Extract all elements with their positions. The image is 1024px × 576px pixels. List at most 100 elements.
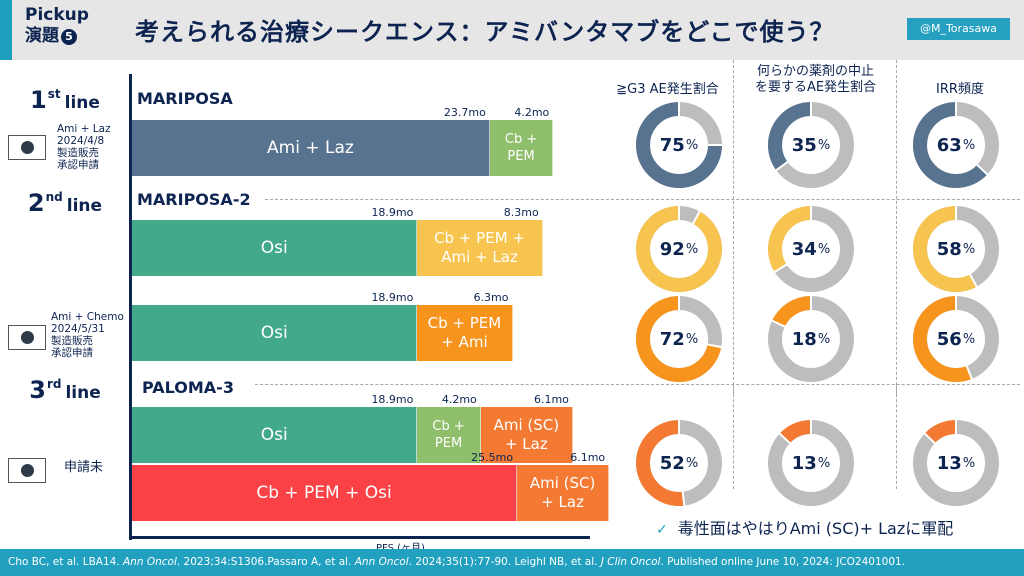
- bar-segment: Cb + PEM + Ami: [417, 305, 513, 361]
- bar-value-label: 18.9mo: [371, 291, 414, 304]
- column-divider: [733, 384, 734, 489]
- japan-flag-icon: [8, 458, 46, 483]
- donut-value-label: 92%: [659, 238, 699, 260]
- bar-segment: Osi: [132, 407, 418, 463]
- donut-chart: 72%: [636, 296, 722, 382]
- donut-value-label: 35%: [791, 134, 831, 156]
- exercise-label: 演題: [25, 26, 59, 46]
- header-accent-bar: [0, 0, 12, 60]
- donut-value-label: 34%: [791, 238, 831, 260]
- japan-flag-icon: [8, 325, 46, 350]
- approval-note-1: Ami + Laz 2024/4/8 製造販売 承認申請: [57, 123, 111, 171]
- donut-chart: 34%: [768, 206, 854, 292]
- approval-note-3: 申請未: [64, 460, 104, 475]
- donut-slice-divider: [770, 319, 787, 328]
- pickup-label: Pickup: [25, 5, 89, 25]
- donut-value-label: 52%: [659, 452, 699, 474]
- donut-value-label: 13%: [791, 452, 831, 474]
- bar-label: Ami (SC) + Laz: [529, 474, 596, 511]
- bar-label: Cb + PEM + Osi: [256, 482, 392, 503]
- donut-chart: 52%: [636, 420, 722, 506]
- bar-segment: Cb + PEM + Ami + Laz: [417, 220, 543, 276]
- conclusion-text: 毒性面はやはりAmi (SC)+ Lazに軍配: [677, 519, 954, 538]
- bar-label: Cb + PEM + Ami: [427, 314, 502, 351]
- bar-value-label: 6.3mo: [473, 291, 509, 304]
- donut-value-label: 58%: [936, 238, 976, 260]
- bar-label: Cb + PEM: [504, 132, 538, 164]
- donut-slice-divider: [778, 432, 792, 445]
- separator-line: [265, 199, 1020, 200]
- bar-value-label: 23.7mo: [443, 106, 486, 119]
- column-divider: [896, 384, 897, 489]
- column-header-irr: IRR頻度: [936, 82, 984, 97]
- donut-slice-divider: [923, 432, 937, 445]
- bar-label: Osi: [260, 322, 288, 343]
- bar-value-label: 4.2mo: [441, 393, 477, 406]
- donut-chart: 56%: [913, 296, 999, 382]
- bar-value-label: 8.3mo: [503, 206, 539, 219]
- donut-slice-divider: [774, 160, 789, 172]
- separator-line: [255, 384, 1020, 385]
- donut-chart: 13%: [768, 420, 854, 506]
- donut-slice-divider: [691, 209, 702, 225]
- references-footer: Cho BC, et al. LBA14. Ann Oncol. 2023;34…: [0, 549, 1024, 576]
- x-axis: [129, 536, 590, 539]
- donut-value-label: 56%: [936, 328, 976, 350]
- trial-name-mariposa: MARIPOSA: [137, 89, 233, 108]
- bar-segment: Ami + Laz: [132, 120, 490, 176]
- donut-chart: 13%: [913, 420, 999, 506]
- trial-name-paloma-3: PALOMA-3: [142, 378, 234, 397]
- bar-segment: Ami (SC) + Laz: [517, 465, 610, 521]
- trial-name-mariposa-2: MARIPOSA-2: [137, 190, 251, 209]
- donut-chart: 18%: [768, 296, 854, 382]
- bar-value-label: 18.9mo: [371, 393, 414, 406]
- author-handle: @M_Torasawa: [907, 18, 1010, 40]
- approval-note-2: Ami + Chemo 2024/5/31 製造販売 承認申請: [51, 311, 124, 359]
- bar-value-label: 6.1mo: [533, 393, 569, 406]
- bar-label: Osi: [260, 237, 288, 258]
- x-axis-label: PFS (ヶ月): [376, 539, 425, 554]
- donut-chart: 35%: [768, 102, 854, 188]
- bar-segment: Osi: [132, 220, 418, 276]
- donut-chart: 75%: [636, 102, 722, 188]
- donut-slice-divider: [706, 343, 722, 349]
- line-label-1: 1st line: [30, 86, 100, 114]
- line-label-3: 3rd line: [29, 376, 101, 404]
- donut-slice-divider: [681, 490, 686, 506]
- bar-value-label: 18.9mo: [371, 206, 414, 219]
- y-axis: [129, 74, 132, 540]
- header: Pickup 演題 5 考えられる治療シークエンス：アミバンタマブをどこで使う？ …: [0, 0, 1024, 60]
- bar-label: Ami (SC) + Laz: [493, 416, 560, 453]
- conclusion-note: ✓ 毒性面はやはりAmi (SC)+ Lazに軍配: [656, 515, 953, 539]
- column-divider: [733, 60, 734, 395]
- donut-chart: 92%: [636, 206, 722, 292]
- donut-slice-divider: [968, 273, 979, 289]
- column-divider: [896, 60, 897, 395]
- donut-value-label: 18%: [791, 328, 831, 350]
- donut-slice-divider: [965, 364, 974, 381]
- donut-value-label: 13%: [936, 452, 976, 474]
- donut-value-label: 75%: [659, 134, 699, 156]
- column-header-discontinuation-ae: 何らかの薬剤の中止 を要するAE発生割合: [754, 64, 877, 95]
- bar-segment: Cb + PEM + Osi: [132, 465, 518, 521]
- page-title: 考えられる治療シークエンス：アミバンタマブをどこで使う？: [135, 18, 835, 46]
- bar-label: Cb + PEM: [432, 419, 465, 451]
- bar-segment: Cb + PEM: [489, 120, 554, 176]
- bar-segment: Cb + PEM: [417, 407, 481, 463]
- donut-chart: 63%: [913, 102, 999, 188]
- donut-chart: 58%: [913, 206, 999, 292]
- donut-value-label: 63%: [936, 134, 976, 156]
- exercise-number-icon: 5: [61, 29, 77, 45]
- bar-label: Cb + PEM + Ami + Laz: [434, 229, 525, 266]
- bar-label: Ami + Laz: [267, 137, 354, 158]
- line-label-2: 2nd line: [27, 189, 103, 217]
- donut-slice-divider: [773, 263, 788, 274]
- bar-value-label: 4.2mo: [514, 106, 550, 119]
- japan-flag-icon: [8, 135, 46, 160]
- donut-slice-divider: [975, 163, 989, 176]
- column-header-g3-ae: ≧G3 AE発生割合: [616, 82, 719, 97]
- bar-label: Osi: [260, 424, 288, 445]
- donut-value-label: 72%: [659, 328, 699, 350]
- bar-value-label: 25.5mo: [471, 451, 514, 464]
- pickup-badge: Pickup 演題 5: [25, 5, 89, 47]
